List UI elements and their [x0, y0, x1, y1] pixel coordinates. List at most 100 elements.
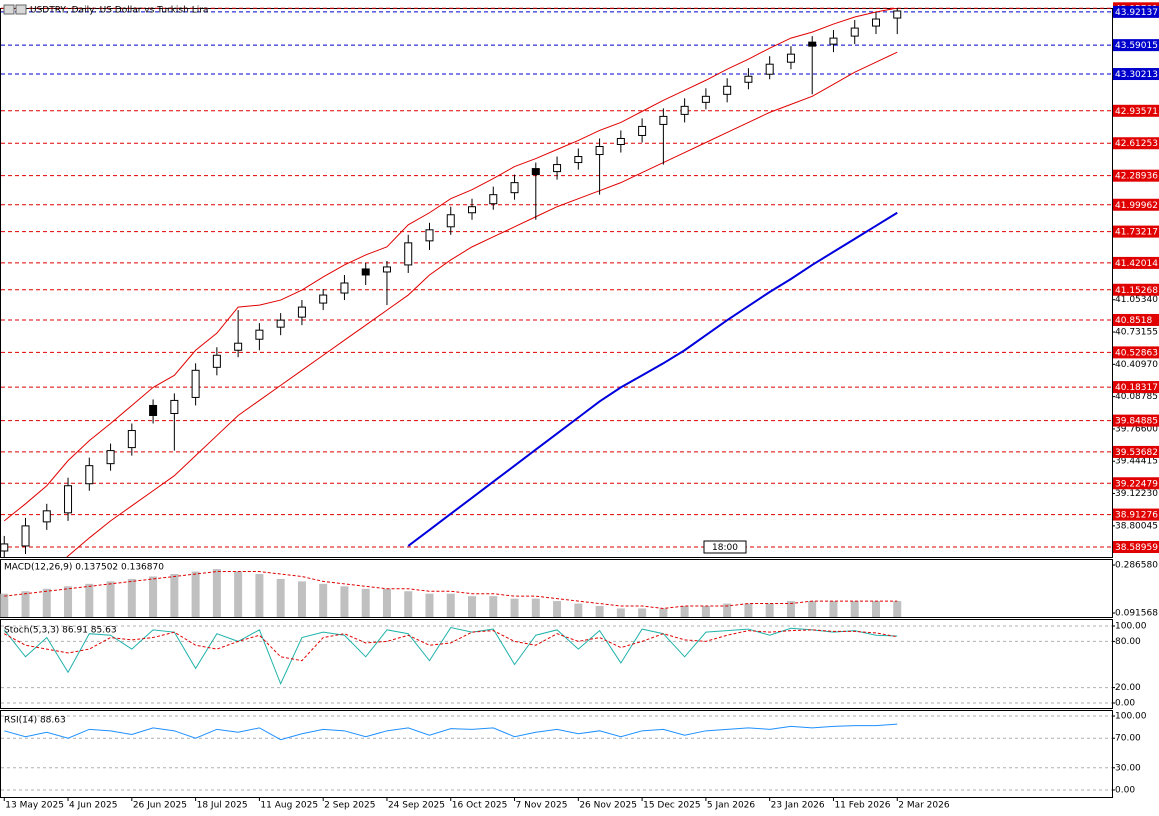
- macd-bar: [553, 601, 562, 617]
- candle-body: [212, 354, 221, 368]
- x-tick-label: 13 May 2025: [5, 801, 64, 811]
- y-tick-label: 39.44415: [1115, 457, 1158, 467]
- y-tick-label: 0.286580: [1115, 561, 1158, 571]
- level-label: 39.53682: [1115, 448, 1158, 458]
- level-label-box: [1113, 541, 1159, 554]
- level-label-box: [1113, 346, 1159, 359]
- x-tick-label: 2 Sep 2025: [324, 801, 375, 811]
- macd-bar: [786, 601, 795, 617]
- candle-body: [871, 18, 880, 27]
- macd-bar: [425, 593, 434, 617]
- candle-body: [829, 37, 838, 45]
- candle-body: [765, 63, 774, 75]
- y-tick-label: 70.00: [1115, 734, 1141, 744]
- candle-body: [531, 168, 540, 176]
- x-tick-label: 7 Nov 2025: [516, 801, 568, 811]
- macd-bar: [85, 583, 94, 617]
- macd-bar: [340, 586, 349, 617]
- candle-body: [616, 137, 625, 145]
- level-label: 38.58959: [1115, 543, 1158, 553]
- level-label: 39.22479: [1115, 479, 1158, 489]
- candle-body: [553, 164, 562, 173]
- candle-body: [489, 194, 498, 205]
- macd-bar: [127, 578, 136, 617]
- level-label: 41.42014: [1115, 259, 1158, 269]
- level-label-box: [1113, 198, 1159, 211]
- macd-bar: [510, 598, 519, 617]
- macd-bar: [871, 601, 880, 617]
- x-tick-label: 26 Jun 2025: [133, 801, 187, 811]
- x-tick-label: 26 Nov 2025: [579, 801, 637, 811]
- macd-bar: [382, 588, 391, 617]
- macd-bar: [64, 586, 73, 617]
- candle-body: [127, 430, 136, 449]
- macd-bar: [106, 581, 115, 617]
- upper-band: [3, 8, 898, 522]
- lower-band: [66, 51, 898, 557]
- level-label: 43.92137: [1115, 8, 1158, 18]
- y-tick-label: 40.73155: [1115, 328, 1158, 338]
- macd-bar: [595, 606, 604, 617]
- macd-bar: [404, 591, 413, 617]
- candle-body: [191, 369, 200, 398]
- y-tick-label: 0.091568: [1115, 608, 1158, 618]
- macd-bar: [212, 569, 221, 617]
- candle-body: [786, 53, 795, 63]
- macd-bar: [659, 608, 668, 617]
- level-label: 38.91276: [1115, 511, 1158, 521]
- x-tick-label: 16 Oct 2025: [452, 801, 508, 811]
- level-label-box: [1113, 225, 1159, 238]
- candle-body: [149, 404, 158, 416]
- level-label-box: [1113, 68, 1159, 81]
- macd-bar: [468, 596, 477, 617]
- y-tick-label: 39.12230: [1115, 489, 1158, 499]
- macd-bar: [574, 603, 583, 617]
- x-tick-label: 11 Aug 2025: [260, 801, 318, 811]
- level-label-box: [1113, 477, 1159, 490]
- level-label: 43.59015: [1115, 41, 1158, 51]
- macd-bar: [42, 588, 51, 617]
- level-label-box: [1113, 313, 1159, 326]
- level-label-box: [1113, 445, 1159, 458]
- macd-bar: [850, 601, 859, 617]
- x-tick-label: 24 Sep 2025: [388, 801, 445, 811]
- x-tick-label: 23 Jan 2026: [771, 801, 825, 811]
- indicator-signal-line: [4, 629, 898, 662]
- macd-bar: [489, 596, 498, 617]
- candle-body: [276, 319, 285, 328]
- candle-body: [85, 465, 94, 485]
- candle-body: [361, 268, 370, 276]
- macd-bar: [723, 603, 732, 617]
- macd-bar: [446, 593, 455, 617]
- y-tick-label: 100.00: [1115, 622, 1147, 632]
- ma: [407, 211, 898, 547]
- macd-bar: [276, 578, 285, 617]
- candle-body: [701, 95, 710, 103]
- y-tick-label: 39.76600: [1115, 424, 1158, 434]
- level-label: 42.61253: [1115, 139, 1158, 149]
- macd-bar: [680, 606, 689, 617]
- y-tick-label: 20.00: [1115, 683, 1141, 693]
- level-label-box: [1113, 169, 1159, 182]
- candle-body: [64, 485, 73, 514]
- candle-body: [468, 206, 477, 214]
- macd-bar: [531, 598, 540, 617]
- x-tick-label: 2 Mar 2026: [898, 801, 950, 811]
- y-tick-label: 80.00: [1115, 637, 1141, 647]
- candle-body: [446, 214, 455, 228]
- header-icon: [15, 4, 27, 15]
- macd-bar: [255, 574, 264, 617]
- level-label-box: [1113, 5, 1159, 18]
- header-icon: [3, 4, 15, 15]
- candle-body: [297, 306, 306, 318]
- level-label: 42.28936: [1115, 172, 1158, 182]
- level-label-box: [1113, 414, 1159, 427]
- level-label: 40.52863: [1115, 348, 1158, 358]
- macd-bar: [744, 603, 753, 617]
- candle-body: [510, 182, 519, 194]
- macd-bar: [0, 593, 9, 617]
- candle-body: [638, 125, 647, 136]
- candle-body: [106, 450, 115, 465]
